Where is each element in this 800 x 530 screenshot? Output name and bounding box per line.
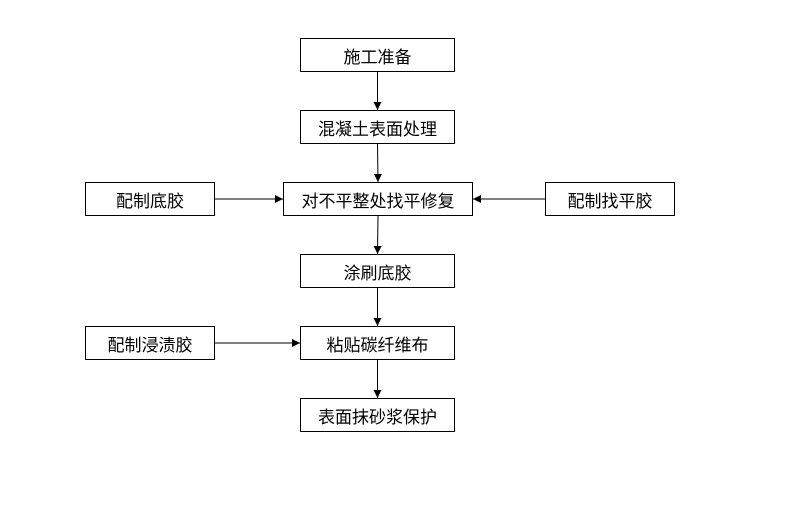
- flowchart-node-n2: 混凝土表面处理: [300, 110, 455, 144]
- flowchart-node-n4: 涂刷底胶: [300, 254, 455, 288]
- flowchart-node-s2: 配制找平胶: [545, 182, 675, 216]
- flowchart-edge-2: [378, 216, 379, 254]
- flowchart-node-n3: 对不平整处找平修复: [283, 182, 473, 216]
- flowchart-node-n5: 粘贴碳纤维布: [300, 326, 455, 360]
- flowchart-edge-1: [378, 144, 379, 182]
- flowchart-node-n6: 表面抹砂浆保护: [300, 398, 455, 432]
- flowchart-node-n1: 施工准备: [300, 38, 455, 72]
- flowchart-node-s1: 配制底胶: [85, 182, 215, 216]
- flowchart-node-s3: 配制浸渍胶: [85, 326, 215, 360]
